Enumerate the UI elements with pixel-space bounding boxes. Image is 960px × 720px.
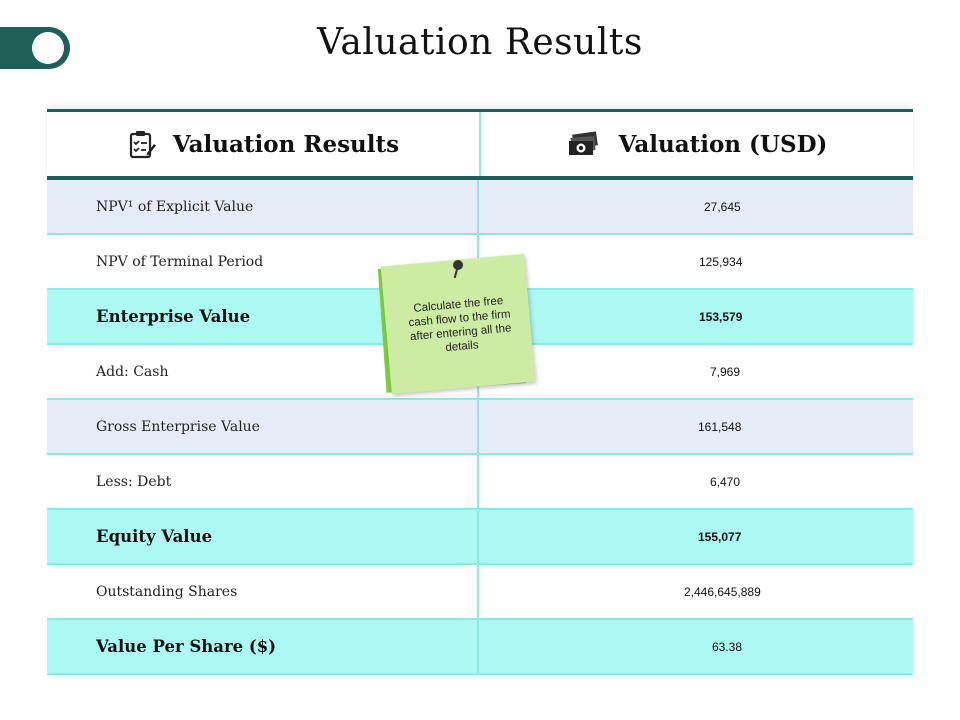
pushpin-icon — [453, 260, 463, 270]
table-row: Value Per Share ($) 63.38 — [47, 620, 913, 675]
header-valuation-results: Valuation Results — [47, 112, 481, 176]
header-left-label: Valuation Results — [172, 130, 400, 158]
toggle-knob — [32, 32, 64, 64]
table-row: Equity Value 155,077 — [47, 510, 913, 565]
sticky-note-text: Calculate the free cash flow to the firm… — [408, 294, 512, 355]
toggle-switch[interactable] — [0, 27, 70, 69]
table-row: NPV¹ of Explicit Value 27,645 — [47, 180, 913, 235]
row-value: 155,077 — [698, 529, 742, 544]
row-value: 2,446,645,889 — [684, 584, 761, 599]
money-stack-icon — [567, 129, 598, 159]
row-label: Less: Debt — [47, 455, 479, 508]
row-value: 27,645 — [704, 199, 741, 214]
row-label: Gross Enterprise Value — [47, 400, 479, 453]
row-value: 125,934 — [699, 254, 743, 269]
table-header: Valuation Results Valuation (USD) — [47, 109, 913, 180]
row-value: 161,548 — [698, 419, 742, 434]
sticky-note-paper: Calculate the free cash flow to the firm… — [380, 253, 536, 395]
row-label: Equity Value — [47, 510, 479, 563]
table-row: Less: Debt 6,470 — [47, 455, 913, 510]
row-value: 7,969 — [710, 364, 741, 379]
header-valuation-usd: Valuation (USD) — [481, 112, 913, 176]
row-value: 63.38 — [712, 639, 743, 654]
row-value: 153,579 — [699, 309, 743, 324]
row-value: 6,470 — [710, 474, 741, 489]
header-right-label: Valuation (USD) — [618, 130, 828, 158]
row-label: Value Per Share ($) — [47, 620, 479, 673]
page-title: Valuation Results — [317, 22, 643, 63]
clipboard-checklist-icon — [127, 129, 157, 159]
table-row: Outstanding Shares 2,446,645,889 — [47, 565, 913, 620]
table-row: Gross Enterprise Value 161,548 — [47, 400, 913, 455]
row-label: Outstanding Shares — [47, 565, 479, 618]
row-label: NPV¹ of Explicit Value — [47, 180, 479, 233]
valuation-table: Valuation Results Valuation (USD) NPV¹ o… — [47, 109, 913, 675]
sticky-note: Calculate the free cash flow to the firm… — [377, 253, 536, 395]
